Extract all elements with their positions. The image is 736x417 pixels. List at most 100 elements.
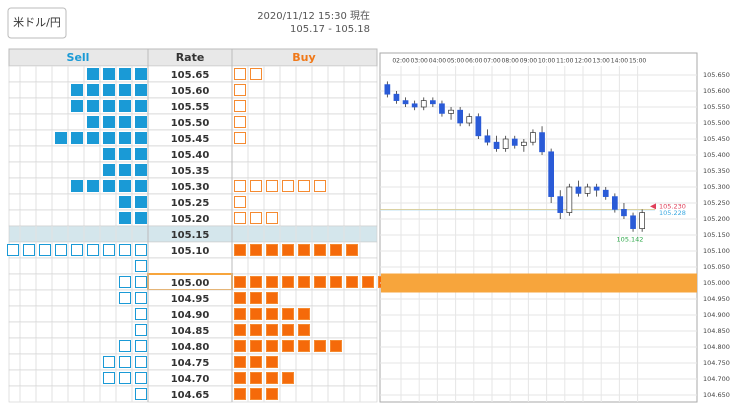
sell-orders	[71, 180, 147, 192]
sell-orders	[71, 84, 147, 96]
y-tick-label: 105.000	[703, 279, 730, 287]
sell-box	[119, 180, 131, 192]
candle-body	[611, 196, 618, 210]
rate: 104.85	[171, 326, 210, 337]
sell-header: Sell	[67, 51, 90, 64]
sell-box	[119, 148, 131, 160]
buy-box	[266, 308, 278, 320]
sell-box	[119, 100, 131, 112]
x-tick-label: 03:00	[411, 58, 428, 65]
rate: 105.55	[171, 102, 210, 113]
buy-box	[266, 340, 278, 352]
buy-box	[314, 180, 326, 192]
candle-body	[566, 186, 573, 213]
y-tick-label: 105.250	[703, 199, 730, 207]
buy-orders	[234, 292, 278, 304]
sell-orders	[71, 100, 147, 112]
y-tick-label: 105.500	[703, 119, 730, 127]
sell-orders	[135, 324, 147, 336]
rate: 105.00	[171, 278, 210, 289]
buy-box	[250, 372, 262, 384]
buy-box	[234, 244, 246, 256]
buy-box	[234, 372, 246, 384]
buy-box	[234, 292, 246, 304]
sell-box	[119, 340, 131, 352]
candle-body	[630, 215, 636, 229]
sell-orders	[7, 244, 147, 256]
buy-header: Buy	[292, 51, 315, 64]
sell-box	[103, 164, 115, 176]
sell-orders	[135, 308, 147, 320]
buy-box	[234, 116, 246, 128]
sell-box	[71, 180, 83, 192]
sell-box	[87, 180, 99, 192]
sell-box	[119, 116, 131, 128]
sell-box	[135, 372, 147, 384]
sell-box	[87, 244, 99, 256]
pair-button-label[interactable]: 米ドル/円	[13, 16, 61, 29]
buy-box	[314, 340, 326, 352]
y-tick-label: 104.900	[703, 311, 730, 319]
x-tick-label: 12:00	[574, 58, 591, 65]
rate: 104.75	[171, 358, 210, 369]
sell-box	[135, 212, 147, 224]
buy-box	[234, 196, 246, 208]
sell-box	[135, 196, 147, 208]
highlight-band	[381, 273, 697, 293]
sell-box	[135, 308, 147, 320]
sell-box	[103, 148, 115, 160]
candle-body	[420, 100, 427, 108]
sell-box	[135, 388, 147, 400]
sell-box	[103, 180, 115, 192]
y-tick-label: 104.800	[703, 343, 730, 351]
buy-orders	[234, 308, 310, 320]
x-tick-label: 02:00	[392, 58, 409, 65]
buy-box	[266, 292, 278, 304]
buy-box	[282, 340, 294, 352]
buy-box	[346, 244, 358, 256]
timestamp: 2020/11/12 15:30 現在	[257, 10, 370, 22]
sell-box	[71, 244, 83, 256]
buy-box	[250, 244, 262, 256]
x-tick-label: 09:00	[520, 58, 537, 65]
buy-orders	[234, 388, 278, 400]
bid-ask: 105.17 - 105.18	[290, 24, 370, 35]
rate-cell	[147, 257, 233, 275]
y-tick-label: 105.450	[703, 135, 730, 143]
sell-orders	[87, 68, 147, 80]
candle-body	[621, 209, 627, 217]
candle-body	[484, 135, 491, 143]
rate: 105.10	[171, 246, 210, 257]
buy-box	[362, 276, 374, 288]
level-label: 105.228	[659, 209, 686, 217]
sell-box	[87, 116, 99, 128]
buy-orders	[234, 340, 342, 352]
level-marker	[650, 203, 656, 210]
sell-orders	[119, 340, 147, 352]
rate: 104.65	[171, 390, 210, 401]
buy-box	[266, 324, 278, 336]
buy-box	[234, 212, 246, 224]
sell-box	[119, 68, 131, 80]
sell-box	[87, 68, 99, 80]
buy-box	[234, 324, 246, 336]
candle-body	[466, 116, 473, 124]
buy-box	[234, 276, 246, 288]
sell-box	[23, 244, 35, 256]
rate: 105.45	[171, 134, 210, 145]
sell-box	[119, 244, 131, 256]
sell-orders	[135, 260, 147, 272]
sell-box	[103, 372, 115, 384]
buy-box	[234, 84, 246, 96]
sell-orders	[103, 164, 147, 176]
candle-body	[448, 109, 454, 114]
rate-header: Rate	[176, 51, 205, 64]
buy-orders	[234, 356, 278, 368]
candle-body	[593, 186, 600, 191]
buy-box	[234, 388, 246, 400]
buy-box	[250, 212, 262, 224]
sell-box	[135, 244, 147, 256]
buy-orders	[234, 100, 246, 112]
pair-button[interactable]	[7, 7, 67, 39]
buy-box	[266, 388, 278, 400]
